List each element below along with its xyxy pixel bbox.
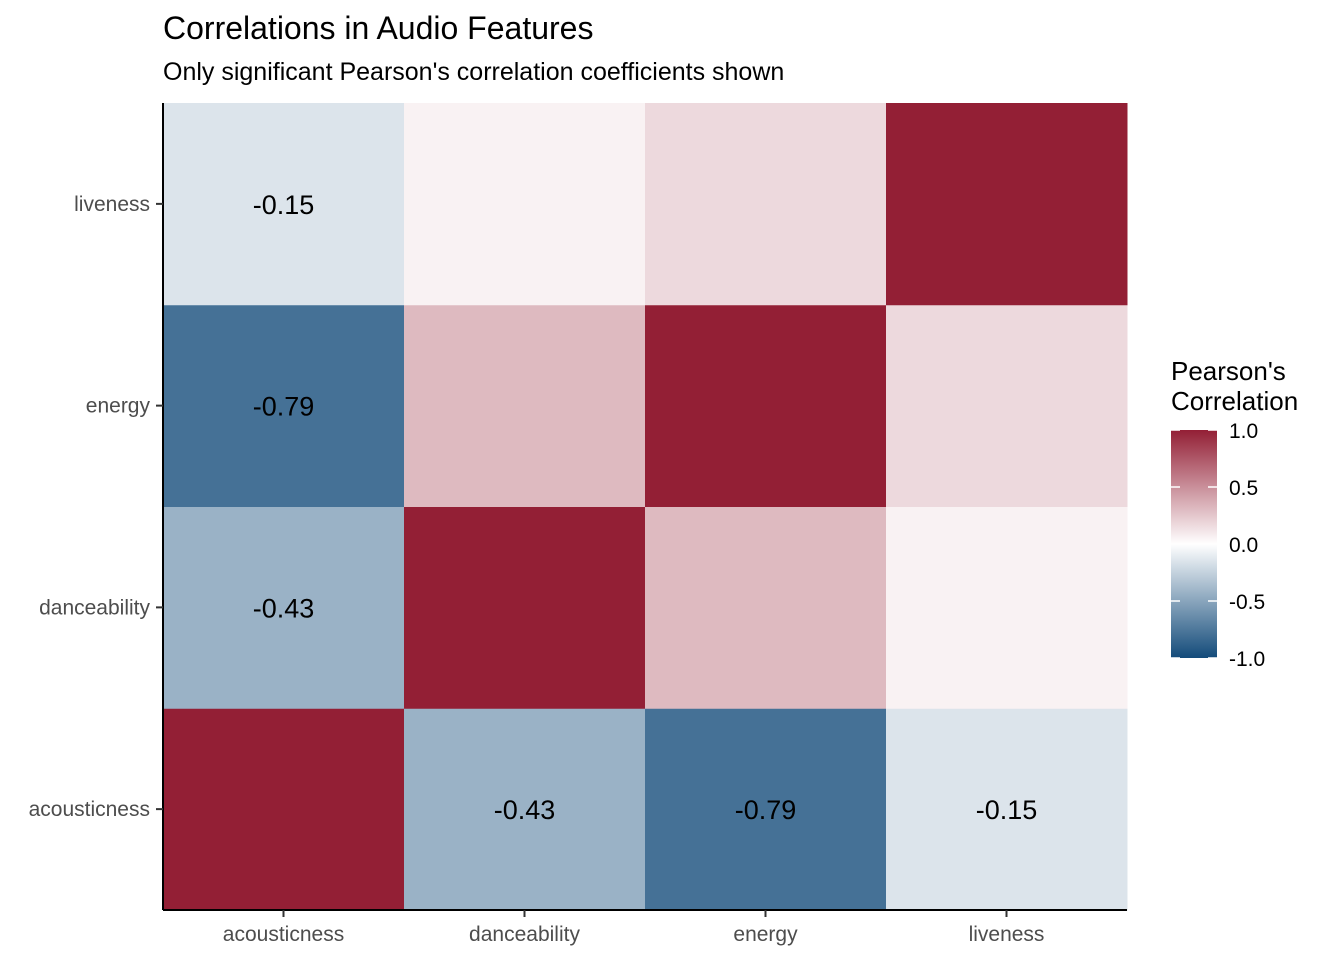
y-tick-label: liveness xyxy=(74,193,150,216)
x-axis-ticks: acousticness danceability energy liveness xyxy=(223,910,1045,946)
legend-title-line-1: Pearson's xyxy=(1171,356,1286,386)
x-tick-label: danceability xyxy=(469,923,580,946)
y-tick-label: acousticness xyxy=(29,798,150,821)
heatmap-cell-liveness-danceability xyxy=(886,506,1128,709)
x-tick-label: liveness xyxy=(969,923,1045,946)
heatmap-cell-liveness-liveness xyxy=(886,103,1128,306)
heatmap-cell-danceability-energy xyxy=(404,304,646,507)
legend-tick-label: 1.0 xyxy=(1229,420,1258,443)
legend-tick-label: -0.5 xyxy=(1229,591,1265,614)
heatmap-cell-danceability-liveness xyxy=(404,103,646,306)
heatmap-cell-labels: -0.43 -0.79 -0.15 -0.43 -0.79 -0.15 xyxy=(253,190,1038,825)
heatmap-cell-liveness-energy xyxy=(886,304,1128,507)
cell-value-label: -0.43 xyxy=(494,795,556,825)
heatmap-cell-acousticness-liveness xyxy=(163,103,405,306)
y-axis-ticks: acousticness danceability energy liveness xyxy=(29,193,163,821)
y-tick-label: energy xyxy=(86,395,151,418)
heatmap-cell-liveness-acousticness xyxy=(886,708,1128,911)
cell-value-label: -0.15 xyxy=(976,795,1038,825)
heatmap-cell-energy-liveness xyxy=(645,103,887,306)
cell-value-label: -0.79 xyxy=(735,795,797,825)
chart-title: Correlations in Audio Features xyxy=(163,10,594,46)
cell-value-label: -0.43 xyxy=(253,593,315,623)
heatmap-cell-energy-energy xyxy=(645,304,887,507)
heatmap-cell-acousticness-danceability xyxy=(163,506,405,709)
heatmap-cell-energy-acousticness xyxy=(645,708,887,911)
cell-value-label: -0.15 xyxy=(253,190,315,220)
heatmap-cell-acousticness-acousticness xyxy=(163,708,405,911)
cell-value-label: -0.79 xyxy=(253,392,315,422)
legend-title-line-2: Correlation xyxy=(1171,386,1298,416)
x-tick-label: energy xyxy=(733,923,798,946)
legend-tick-label: -1.0 xyxy=(1229,648,1265,671)
legend-tick-label: 0.5 xyxy=(1229,477,1258,500)
legend-tick-label: 0.0 xyxy=(1229,534,1258,557)
color-legend: Pearson's Correlation 1.0 0.5 0.0 -0.5 -1.0 xyxy=(1171,356,1298,671)
heatmap-cell-danceability-acousticness xyxy=(404,708,646,911)
heatmap-cell-acousticness-energy xyxy=(163,304,405,507)
y-tick-label: danceability xyxy=(39,596,150,619)
heatmap-cells xyxy=(163,103,1128,911)
chart-subtitle: Only significant Pearson's correlation c… xyxy=(163,58,785,86)
x-tick-label: acousticness xyxy=(223,923,344,946)
legend-ticks: 1.0 0.5 0.0 -0.5 -1.0 xyxy=(1171,420,1265,671)
heatmap-cell-danceability-danceability xyxy=(404,506,646,709)
heatmap-cell-energy-danceability xyxy=(645,506,887,709)
